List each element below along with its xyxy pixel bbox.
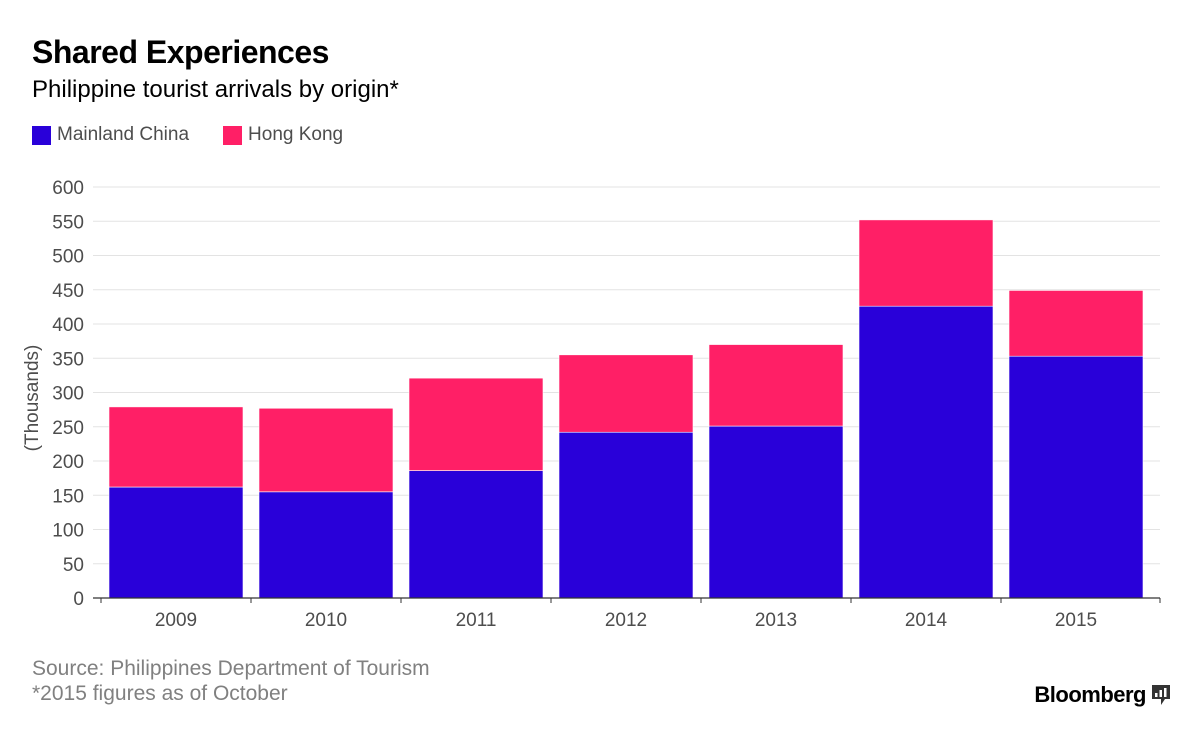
y-tick-label: 600 bbox=[52, 178, 84, 199]
legend: Mainland China Hong Kong bbox=[32, 123, 377, 147]
y-tick-label: 200 bbox=[52, 452, 84, 473]
legend-swatch-mainland-china bbox=[32, 125, 51, 145]
y-tick-label: 150 bbox=[52, 486, 84, 507]
chart-title: Shared Experiences bbox=[32, 34, 329, 70]
bar-hong-kong-2015 bbox=[1008, 290, 1144, 357]
bloomberg-brand: Bloomberg bbox=[1034, 682, 1170, 708]
bar-hong-kong-2014 bbox=[858, 219, 994, 307]
bar-hong-kong-2013 bbox=[708, 344, 844, 427]
y-axis-title: (Thousands) bbox=[22, 345, 43, 452]
bar-hong-kong-2012 bbox=[558, 354, 694, 433]
bar-mainland-china-2012 bbox=[558, 431, 694, 599]
legend-label-hong-kong: Hong Kong bbox=[248, 124, 344, 145]
legend-label-mainland-china: Mainland China bbox=[57, 124, 190, 145]
footnote: *2015 figures as of October bbox=[32, 682, 288, 705]
y-tick-label: 50 bbox=[63, 555, 84, 576]
x-tick-label: 2015 bbox=[1055, 610, 1097, 631]
y-tick-label: 300 bbox=[52, 384, 84, 405]
y-tick-label: 450 bbox=[52, 281, 84, 302]
legend-item-mainland-china: Mainland China bbox=[32, 124, 189, 146]
y-tick-label: 550 bbox=[52, 212, 84, 233]
legend-swatch-hong-kong bbox=[223, 125, 243, 145]
bars bbox=[108, 219, 1144, 599]
bar-mainland-china-2009 bbox=[108, 486, 244, 599]
bar-hong-kong-2010 bbox=[258, 407, 394, 493]
legend-item-hong-kong: Hong Kong bbox=[223, 124, 343, 146]
bar-mainland-china-2010 bbox=[258, 491, 394, 599]
bar-mainland-china-2013 bbox=[708, 425, 844, 599]
x-tick-label: 2011 bbox=[456, 610, 497, 631]
x-tick-label: 2010 bbox=[305, 610, 347, 631]
bar-hong-kong-2011 bbox=[408, 377, 544, 471]
brand-name: Bloomberg bbox=[1034, 682, 1146, 707]
y-tick-label: 350 bbox=[52, 349, 84, 370]
source-note: Source: Philippines Department of Touris… bbox=[32, 657, 430, 680]
y-tick-label: 400 bbox=[52, 315, 84, 336]
bar-hong-kong-2009 bbox=[108, 406, 244, 488]
y-tick-label: 250 bbox=[52, 418, 84, 439]
bar-mainland-china-2011 bbox=[408, 470, 544, 599]
x-tick-label: 2014 bbox=[905, 610, 948, 631]
bloomberg-chart-logo-icon bbox=[1152, 685, 1170, 705]
axes: 0 50 100 150 200 250 300 350 400 450 500 550 600 2009… bbox=[52, 178, 1161, 631]
bar-mainland-china-2014 bbox=[858, 305, 994, 599]
y-tick-label: 500 bbox=[52, 247, 84, 268]
chart-subtitle: Philippine tourist arrivals by origin* bbox=[32, 76, 399, 103]
x-tick-label: 2009 bbox=[155, 610, 197, 631]
x-tick-label: 2013 bbox=[755, 610, 797, 631]
x-tick-label: 2012 bbox=[605, 610, 647, 631]
bar-mainland-china-2015 bbox=[1008, 355, 1144, 599]
y-tick-label: 0 bbox=[73, 589, 84, 610]
y-tick-label: 100 bbox=[52, 521, 84, 542]
